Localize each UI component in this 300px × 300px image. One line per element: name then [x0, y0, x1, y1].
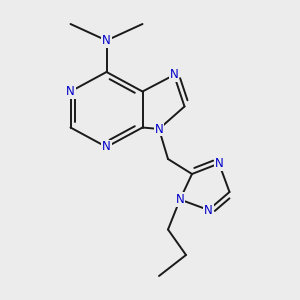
Text: N: N	[66, 85, 75, 98]
Text: N: N	[102, 140, 111, 154]
Text: N: N	[214, 157, 224, 170]
Text: N: N	[204, 203, 213, 217]
Text: N: N	[154, 122, 164, 136]
Text: N: N	[102, 34, 111, 47]
Text: N: N	[176, 193, 184, 206]
Text: N: N	[169, 68, 178, 82]
